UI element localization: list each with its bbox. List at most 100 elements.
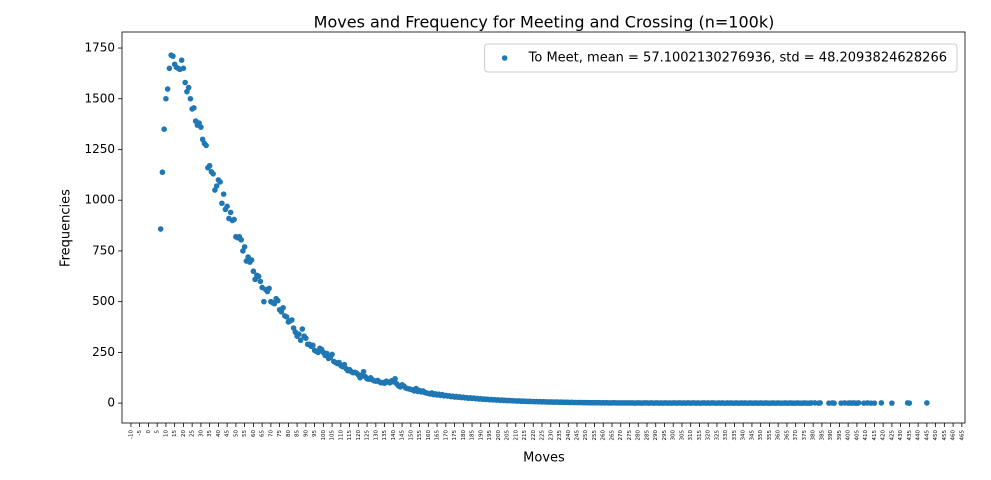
- x-tick-label: 165: [435, 430, 441, 441]
- legend-label: To Meet, mean = 57.1002130276936, std = …: [528, 51, 947, 66]
- point: [217, 179, 223, 185]
- x-tick-label: 120: [356, 430, 362, 441]
- x-tick-label: 45: [225, 430, 231, 437]
- point: [283, 314, 290, 320]
- x-tick-label: 370: [793, 430, 799, 441]
- point: [250, 268, 257, 275]
- x-tick-label: 150: [408, 430, 414, 441]
- point: [180, 65, 187, 72]
- point: [889, 400, 895, 406]
- x-tick-label: 325: [714, 430, 720, 441]
- x-tick-label: 180: [461, 430, 467, 441]
- x-tick-label: 245: [574, 430, 580, 441]
- y-tick-label: 250: [92, 345, 115, 359]
- x-tick-label: 300: [671, 430, 677, 441]
- x-tick-label: 75: [277, 430, 283, 437]
- point: [206, 162, 213, 169]
- x-tick-label: 215: [522, 430, 528, 441]
- x-tick-label: 305: [679, 430, 685, 441]
- x-tick-label: 35: [207, 430, 213, 437]
- x-tick-label: 90: [303, 430, 309, 437]
- x-tick-label: 425: [889, 430, 895, 441]
- x-tick-label: 85: [295, 430, 301, 437]
- x-tick-label: 175: [452, 430, 458, 441]
- legend: To Meet, mean = 57.1002130276936, std = …: [484, 43, 958, 73]
- x-tick-label: 230: [548, 430, 554, 441]
- x-tick-label: 60: [251, 430, 257, 437]
- x-tick-label: 5: [155, 430, 161, 434]
- x-tick-label: 25: [190, 430, 196, 437]
- point: [203, 142, 209, 149]
- x-tick-label: 385: [819, 430, 825, 441]
- point: [220, 191, 227, 197]
- x-tick-label: 335: [732, 430, 738, 441]
- point: [159, 169, 166, 176]
- point: [297, 337, 304, 344]
- x-tick-label: 0: [146, 430, 152, 434]
- point: [360, 368, 367, 375]
- chart-title: Moves and Frequency for Meeting and Cros…: [314, 13, 775, 32]
- point: [303, 335, 309, 341]
- point: [831, 400, 837, 406]
- point: [166, 65, 173, 72]
- x-tick-label: 145: [400, 430, 406, 441]
- x-tick-label: 235: [557, 430, 563, 441]
- x-tick-label: 285: [644, 430, 650, 441]
- point: [170, 53, 176, 59]
- x-tick-label: 395: [837, 430, 843, 441]
- point: [213, 183, 220, 189]
- x-tick-label: 315: [697, 430, 703, 441]
- point: [255, 273, 262, 280]
- point: [185, 84, 192, 91]
- x-tick-label: -10: [128, 430, 134, 439]
- point: [329, 351, 335, 358]
- x-tick-label: 295: [662, 430, 668, 441]
- x-tick-label: 125: [365, 430, 371, 441]
- x-tick-label: 420: [881, 430, 887, 441]
- x-tick-label: 355: [767, 430, 773, 441]
- point: [257, 278, 264, 285]
- x-tick-label: 260: [601, 430, 607, 441]
- x-tick-label: 225: [540, 430, 546, 441]
- x-tick-label: 40: [216, 430, 222, 437]
- point: [906, 400, 913, 406]
- point: [219, 200, 225, 207]
- x-tick-label: 240: [566, 430, 572, 441]
- y-tick-label: 750: [92, 243, 115, 257]
- x-tick-label: 220: [531, 430, 537, 441]
- x-tick-label: 140: [391, 430, 397, 441]
- x-tick-label: 105: [330, 430, 336, 441]
- point: [280, 304, 286, 311]
- legend-marker: [501, 55, 508, 61]
- point: [817, 400, 823, 406]
- point: [871, 400, 878, 406]
- point: [924, 400, 930, 406]
- x-tick-label: 330: [723, 430, 729, 441]
- x-tick-label: 20: [181, 430, 187, 437]
- x-tick-label: 70: [268, 430, 274, 437]
- x-tick-label: 170: [443, 430, 449, 441]
- x-tick-label: 195: [487, 430, 493, 441]
- x-tick-label: 10: [163, 430, 169, 437]
- x-tick-label: 340: [741, 430, 747, 441]
- y-tick-label: 1750: [84, 41, 115, 55]
- point: [210, 171, 216, 177]
- y-tick-label: 500: [92, 294, 115, 308]
- point: [878, 400, 885, 406]
- point: [855, 400, 862, 406]
- y-tick-label: 1500: [84, 91, 115, 105]
- x-tick-label: 290: [653, 430, 659, 441]
- point: [261, 298, 267, 305]
- point: [227, 209, 234, 216]
- point: [224, 203, 230, 210]
- point: [299, 326, 306, 332]
- x-tick-label: 130: [373, 430, 379, 441]
- x-tick-label: 135: [382, 430, 388, 441]
- x-tick-label: 270: [618, 430, 624, 441]
- x-tick-label: 345: [749, 430, 755, 441]
- y-tick-label: 0: [107, 396, 115, 410]
- x-tick-label: 65: [260, 430, 266, 437]
- point: [289, 317, 295, 323]
- x-tick-label: 415: [872, 430, 878, 441]
